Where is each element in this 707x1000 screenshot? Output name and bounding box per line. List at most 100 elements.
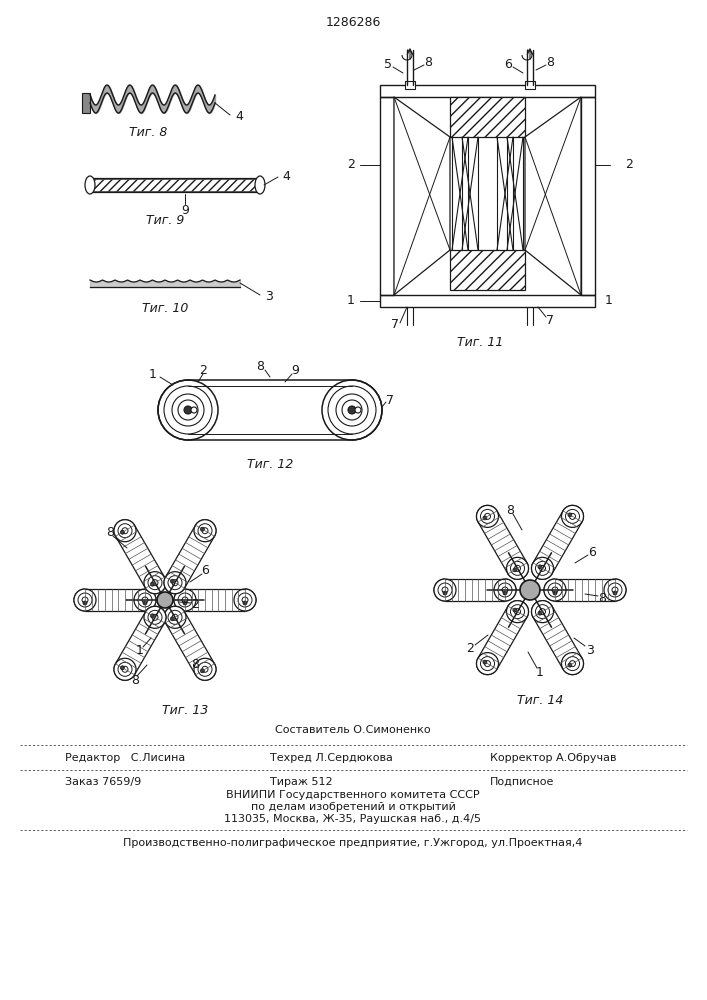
Text: 2: 2: [347, 158, 355, 172]
Text: 8: 8: [598, 591, 606, 604]
Text: 7: 7: [391, 318, 399, 332]
Text: 3: 3: [586, 644, 594, 656]
Circle shape: [477, 653, 498, 675]
Circle shape: [513, 608, 517, 612]
Text: 8: 8: [546, 56, 554, 70]
Circle shape: [502, 587, 508, 593]
Circle shape: [568, 513, 572, 517]
Circle shape: [484, 513, 491, 519]
Bar: [405, 81, 415, 89]
Text: Τиг. 9: Τиг. 9: [146, 214, 185, 227]
Text: 2: 2: [191, 598, 199, 611]
Text: Производственно-полиграфическое предприятие, г.Ужгород, ул.Проектная,4: Производственно-полиграфическое предприя…: [123, 838, 583, 848]
Circle shape: [200, 669, 204, 673]
Circle shape: [242, 597, 248, 603]
Bar: [82, 93, 90, 113]
Circle shape: [566, 509, 580, 523]
Ellipse shape: [255, 176, 265, 194]
Text: 7: 7: [386, 393, 394, 406]
Text: 7: 7: [546, 314, 554, 326]
Circle shape: [477, 505, 498, 527]
Circle shape: [157, 592, 173, 608]
Circle shape: [148, 610, 162, 624]
Circle shape: [144, 572, 166, 594]
Text: Заказ 7659/9: Заказ 7659/9: [65, 777, 141, 787]
Text: ВНИИПИ Государственного комитета СССР: ВНИИПИ Государственного комитета СССР: [226, 790, 480, 800]
Circle shape: [539, 565, 546, 571]
Circle shape: [566, 657, 580, 671]
Circle shape: [498, 583, 512, 597]
Text: 8: 8: [424, 56, 432, 70]
Circle shape: [168, 576, 182, 590]
Circle shape: [120, 666, 124, 670]
Text: 2: 2: [625, 158, 633, 172]
Circle shape: [118, 524, 132, 538]
Circle shape: [234, 589, 256, 611]
Circle shape: [238, 593, 252, 607]
Circle shape: [138, 593, 152, 607]
Circle shape: [438, 583, 452, 597]
Circle shape: [191, 407, 197, 413]
Text: 1: 1: [149, 367, 157, 380]
Text: 1: 1: [136, 644, 144, 656]
Circle shape: [243, 601, 247, 605]
Text: 6: 6: [504, 58, 512, 72]
Circle shape: [200, 527, 204, 531]
Ellipse shape: [85, 176, 95, 194]
Bar: [525, 81, 535, 89]
Text: Редактор   С.Лисина: Редактор С.Лисина: [65, 753, 185, 763]
Circle shape: [538, 565, 542, 569]
Text: Техред Л.Сердюкова: Техред Л.Сердюкова: [270, 753, 393, 763]
Circle shape: [82, 597, 88, 603]
Circle shape: [142, 597, 148, 603]
Text: 2: 2: [466, 642, 474, 654]
Circle shape: [484, 661, 491, 667]
Text: Τиг. 10: Τиг. 10: [142, 302, 188, 314]
Circle shape: [561, 505, 583, 527]
Text: 1: 1: [605, 294, 613, 308]
Circle shape: [151, 582, 154, 586]
Bar: [450, 250, 525, 290]
Circle shape: [144, 606, 166, 628]
Circle shape: [561, 653, 583, 675]
Text: Подписное: Подписное: [490, 777, 554, 787]
Circle shape: [532, 601, 554, 623]
Text: 9: 9: [291, 363, 299, 376]
Circle shape: [118, 662, 132, 676]
Circle shape: [184, 406, 192, 414]
Text: 8: 8: [106, 526, 114, 538]
Circle shape: [114, 658, 136, 680]
Text: Τиг. 8: Τиг. 8: [129, 125, 167, 138]
Circle shape: [182, 597, 188, 603]
Text: 2: 2: [199, 363, 207, 376]
Circle shape: [164, 606, 186, 628]
Circle shape: [183, 601, 187, 605]
Circle shape: [198, 662, 212, 676]
Circle shape: [194, 520, 216, 542]
Circle shape: [520, 580, 540, 600]
Circle shape: [494, 579, 516, 601]
Circle shape: [83, 601, 87, 605]
Polygon shape: [394, 97, 450, 295]
Circle shape: [515, 609, 520, 615]
Circle shape: [174, 589, 196, 611]
Circle shape: [570, 513, 575, 519]
Text: Корректор А.Обручав: Корректор А.Обручав: [490, 753, 617, 763]
Text: 6: 6: [201, 564, 209, 576]
Text: Тираж 512: Тираж 512: [270, 777, 332, 787]
Text: Τиг. 12: Τиг. 12: [247, 458, 293, 472]
Text: 1: 1: [536, 666, 544, 678]
Circle shape: [513, 568, 517, 572]
Circle shape: [355, 407, 361, 413]
Circle shape: [178, 593, 192, 607]
Circle shape: [506, 601, 529, 623]
Circle shape: [170, 617, 175, 621]
Circle shape: [481, 657, 494, 671]
Circle shape: [202, 528, 208, 534]
Circle shape: [122, 666, 128, 672]
Circle shape: [608, 583, 622, 597]
Text: Τиг. 14: Τиг. 14: [517, 694, 563, 706]
Text: 5: 5: [384, 58, 392, 72]
Circle shape: [172, 614, 178, 620]
Circle shape: [152, 580, 158, 586]
